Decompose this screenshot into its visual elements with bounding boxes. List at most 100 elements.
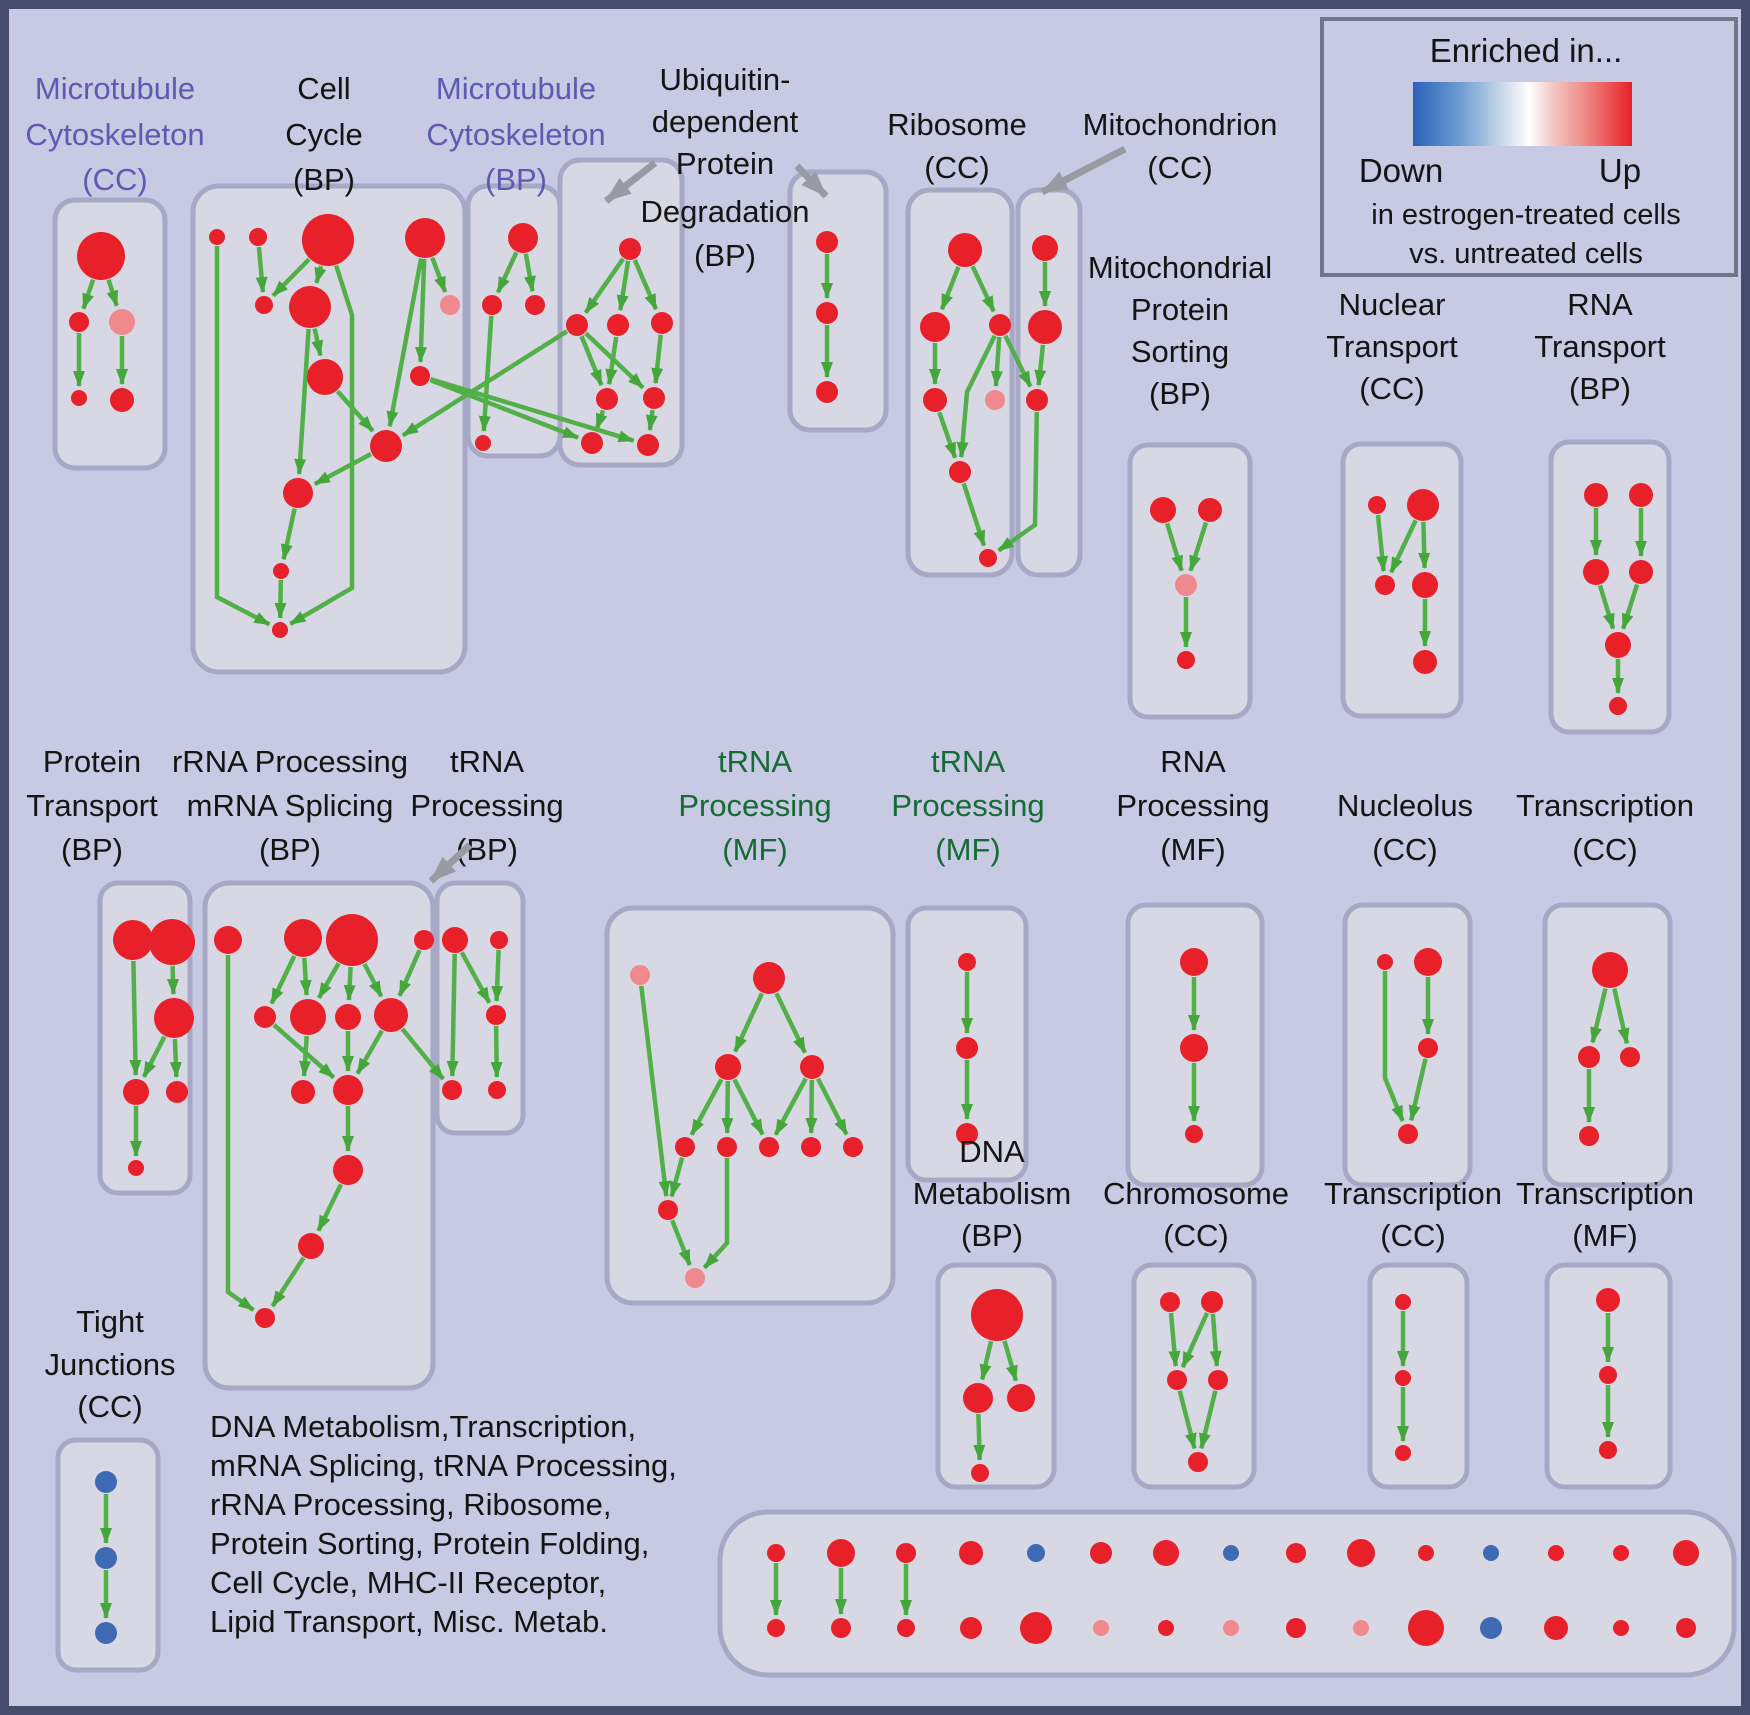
- node-mt8: [1223, 1545, 1239, 1561]
- node-s4: [1629, 560, 1653, 584]
- label-chromosome-line2: (CC): [1163, 1218, 1228, 1253]
- node-p2: [1198, 498, 1222, 522]
- node-a3: [109, 309, 135, 335]
- cluster-box-rib: [905, 187, 1015, 578]
- node-y2: [1599, 1366, 1617, 1384]
- node-h2: [490, 931, 508, 949]
- node-f3: [1395, 1445, 1411, 1461]
- node-q5: [1413, 650, 1437, 674]
- label-dna-metabolism-line3: (BP): [961, 1218, 1023, 1253]
- edge-g2-g5: [269, 955, 297, 1005]
- label-trna-processing-mf1-line2: Processing: [678, 788, 831, 823]
- node-f1: [1395, 1294, 1411, 1310]
- edge-t2-t3: [166, 965, 179, 995]
- edge-u2-u5: [579, 335, 604, 387]
- node-tj3: [95, 1622, 117, 1644]
- node-mb14: [1613, 1620, 1629, 1636]
- node-a1: [77, 232, 125, 280]
- node-u3: [607, 314, 629, 336]
- node-z1: [1592, 952, 1628, 988]
- node-mb12: [1480, 1617, 1502, 1639]
- node-t5: [166, 1081, 188, 1103]
- edge-c4-c9: [415, 258, 428, 363]
- label-rna-processing-mf-line1: RNA: [1160, 744, 1226, 779]
- node-g13: [255, 1308, 275, 1328]
- node-j6: [759, 1137, 779, 1157]
- label-protein-transport-line1: Protein: [43, 744, 141, 779]
- node-j8: [843, 1137, 863, 1157]
- node-r3: [989, 314, 1011, 336]
- label-trna-processing-mf1-line3: (MF): [722, 832, 787, 867]
- label-transcription-cc-mid-line1: Transcription: [1516, 788, 1694, 823]
- node-m4: [475, 435, 491, 451]
- node-mb6: [1093, 1620, 1109, 1636]
- node-c1: [209, 229, 225, 245]
- node-l2: [1180, 1034, 1208, 1062]
- edge-j9-j10: [670, 1219, 692, 1266]
- node-c5: [255, 296, 273, 314]
- edge-j3-j8: [815, 1077, 849, 1136]
- label-trna-processing-mf2-line1: tRNA: [931, 744, 1005, 779]
- node-j9: [658, 1200, 678, 1220]
- edge-j1-j2: [733, 992, 764, 1053]
- label-ribosome-line1: Ribosome: [887, 107, 1027, 142]
- edge-r3-r6: [956, 334, 997, 459]
- node-o2: [1414, 948, 1442, 976]
- label-ubiquitin-line5: (BP): [694, 238, 756, 273]
- label-rna-transport-line1: RNA: [1567, 287, 1633, 322]
- node-o4: [1398, 1124, 1418, 1144]
- node-mt1: [767, 1544, 785, 1562]
- node-y3: [1599, 1441, 1617, 1459]
- edge-c2-c5: [255, 246, 268, 294]
- edge-c3-c13: [289, 265, 355, 626]
- edge-c1-c13: [214, 246, 271, 627]
- label-tight-junctions-line3: (CC): [77, 1389, 142, 1424]
- edge-c10-c11: [313, 452, 373, 486]
- label-ubiquitin-line4: Degradation: [641, 194, 810, 229]
- node-c13: [272, 622, 288, 638]
- edge-r3-r5: [990, 336, 1003, 387]
- label-trna-processing-mf1-line1: tRNA: [718, 744, 792, 779]
- edge-c7-c10: [335, 389, 375, 433]
- label-microtubule-cc-line2: Cytoskeleton: [25, 117, 204, 152]
- cluster-box-tc2: [1542, 902, 1673, 1188]
- node-e3: [1167, 1370, 1187, 1390]
- edge-j2-j4: [689, 1078, 724, 1136]
- legend-box: [1320, 17, 1738, 277]
- label-microtubule-cc-line1: Microtubule: [35, 71, 195, 106]
- node-j0: [630, 965, 650, 985]
- edge-t1-t4: [129, 960, 142, 1076]
- edge-g4-g8: [397, 949, 422, 997]
- label-mitochondrion-line2: (CC): [1147, 150, 1212, 185]
- node-a4: [71, 390, 87, 406]
- label-nuclear-transport-line2: Transport: [1326, 329, 1458, 364]
- edge-u1-u3: [616, 260, 631, 312]
- edge-h2-h3: [491, 949, 504, 1002]
- node-mb4: [960, 1617, 982, 1639]
- edge-g5-g10: [272, 1023, 336, 1080]
- trna-bp-arrow: [428, 842, 473, 884]
- edge-j2-j5: [721, 1080, 734, 1134]
- edge-r6-r7: [961, 482, 987, 547]
- node-tj2: [95, 1547, 117, 1569]
- label-cell-cycle-line2: Cycle: [285, 117, 363, 152]
- cluster-box-rrna: [202, 880, 436, 1391]
- node-v1: [816, 231, 838, 253]
- edge-j3-j6: [773, 1077, 808, 1136]
- edge-c11-c12: [280, 508, 297, 561]
- node-mt6: [1090, 1542, 1112, 1564]
- edge-c3-c5: [271, 257, 311, 298]
- node-a5: [110, 388, 134, 412]
- edge-a1-a2: [81, 278, 96, 310]
- node-d1: [971, 1289, 1023, 1341]
- legend-down-label: Down: [1359, 152, 1443, 189]
- label-transcription-cc-low-line2: (CC): [1380, 1218, 1445, 1253]
- edge-g8-g10: [355, 1029, 384, 1075]
- label-dna-metabolism-line1: DNA: [959, 1134, 1025, 1169]
- edge-g1-g13: [225, 955, 255, 1312]
- label-protein-transport-line2: Transport: [26, 788, 158, 823]
- node-c10: [370, 430, 402, 462]
- legend-up-label: Up: [1599, 152, 1641, 189]
- label-rrna-processing-line2: mRNA Splicing: [187, 788, 394, 823]
- label-mito-protein-sorting-line2: Protein: [1131, 292, 1229, 327]
